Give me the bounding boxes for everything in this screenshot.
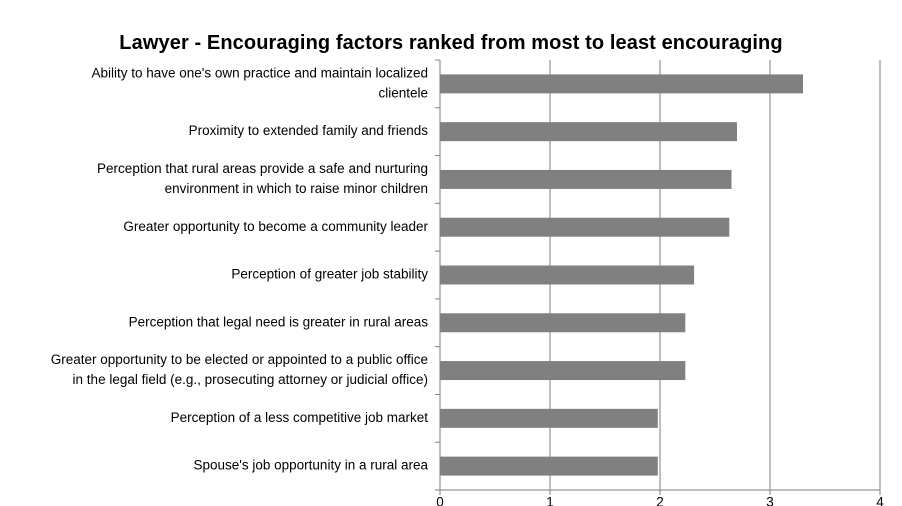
category-label: in the legal field (e.g., prosecuting at… — [73, 372, 428, 387]
category-label: Proximity to extended family and friends — [189, 123, 429, 138]
category-label: Perception of a less competitive job mar… — [171, 410, 429, 425]
bar — [440, 408, 658, 428]
x-tick-label: 2 — [656, 495, 664, 506]
bar — [440, 265, 695, 285]
category-label: Perception that rural areas provide a sa… — [97, 161, 428, 176]
category-label: clientele — [378, 85, 428, 100]
x-tick-label: 3 — [766, 495, 774, 506]
category-label: Ability to have one's own practice and m… — [91, 65, 428, 80]
bar — [440, 361, 686, 381]
x-tick-label: 0 — [436, 495, 444, 506]
category-label: environment in which to raise minor chil… — [165, 181, 428, 196]
category-label: Perception of greater job stability — [231, 267, 428, 282]
bar — [440, 74, 803, 94]
bar — [440, 313, 686, 333]
x-tick-label: 4 — [876, 495, 884, 506]
category-label: Greater opportunity to become a communit… — [123, 219, 428, 234]
bar — [440, 122, 737, 142]
category-label: Perception that legal need is greater in… — [129, 314, 429, 329]
bar — [440, 217, 730, 237]
category-label: Spouse's job opportunity in a rural area — [194, 458, 429, 473]
bar — [440, 456, 658, 476]
category-label: Greater opportunity to be elected or app… — [51, 352, 428, 367]
x-tick-label: 1 — [546, 495, 554, 506]
bar — [440, 169, 732, 189]
chart-title: Lawyer - Encouraging factors ranked from… — [119, 32, 783, 54]
